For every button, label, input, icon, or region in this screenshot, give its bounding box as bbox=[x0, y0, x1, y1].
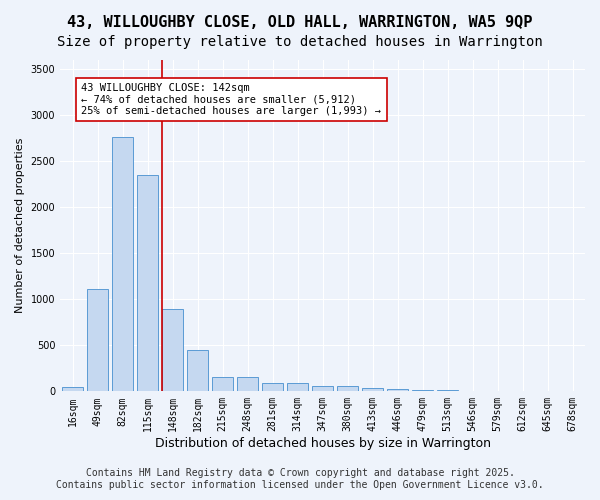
Bar bbox=[387, 389, 408, 392]
Bar bbox=[162, 308, 183, 392]
Bar bbox=[437, 390, 458, 392]
Bar bbox=[362, 388, 383, 392]
Bar bbox=[412, 390, 433, 392]
Bar bbox=[262, 383, 283, 392]
Bar bbox=[212, 376, 233, 392]
Bar bbox=[187, 350, 208, 392]
Text: Size of property relative to detached houses in Warrington: Size of property relative to detached ho… bbox=[57, 35, 543, 49]
Bar bbox=[337, 386, 358, 392]
Bar bbox=[462, 390, 483, 392]
Text: 43 WILLOUGHBY CLOSE: 142sqm
← 74% of detached houses are smaller (5,912)
25% of : 43 WILLOUGHBY CLOSE: 142sqm ← 74% of det… bbox=[82, 83, 382, 116]
Bar bbox=[237, 376, 258, 392]
Y-axis label: Number of detached properties: Number of detached properties bbox=[15, 138, 25, 314]
Bar bbox=[112, 138, 133, 392]
Text: 43, WILLOUGHBY CLOSE, OLD HALL, WARRINGTON, WA5 9QP: 43, WILLOUGHBY CLOSE, OLD HALL, WARRINGT… bbox=[67, 15, 533, 30]
Bar bbox=[137, 175, 158, 392]
X-axis label: Distribution of detached houses by size in Warrington: Distribution of detached houses by size … bbox=[155, 437, 491, 450]
Bar bbox=[62, 386, 83, 392]
Text: Contains HM Land Registry data © Crown copyright and database right 2025.
Contai: Contains HM Land Registry data © Crown c… bbox=[56, 468, 544, 490]
Bar bbox=[312, 386, 333, 392]
Bar bbox=[287, 383, 308, 392]
Bar bbox=[87, 289, 108, 392]
